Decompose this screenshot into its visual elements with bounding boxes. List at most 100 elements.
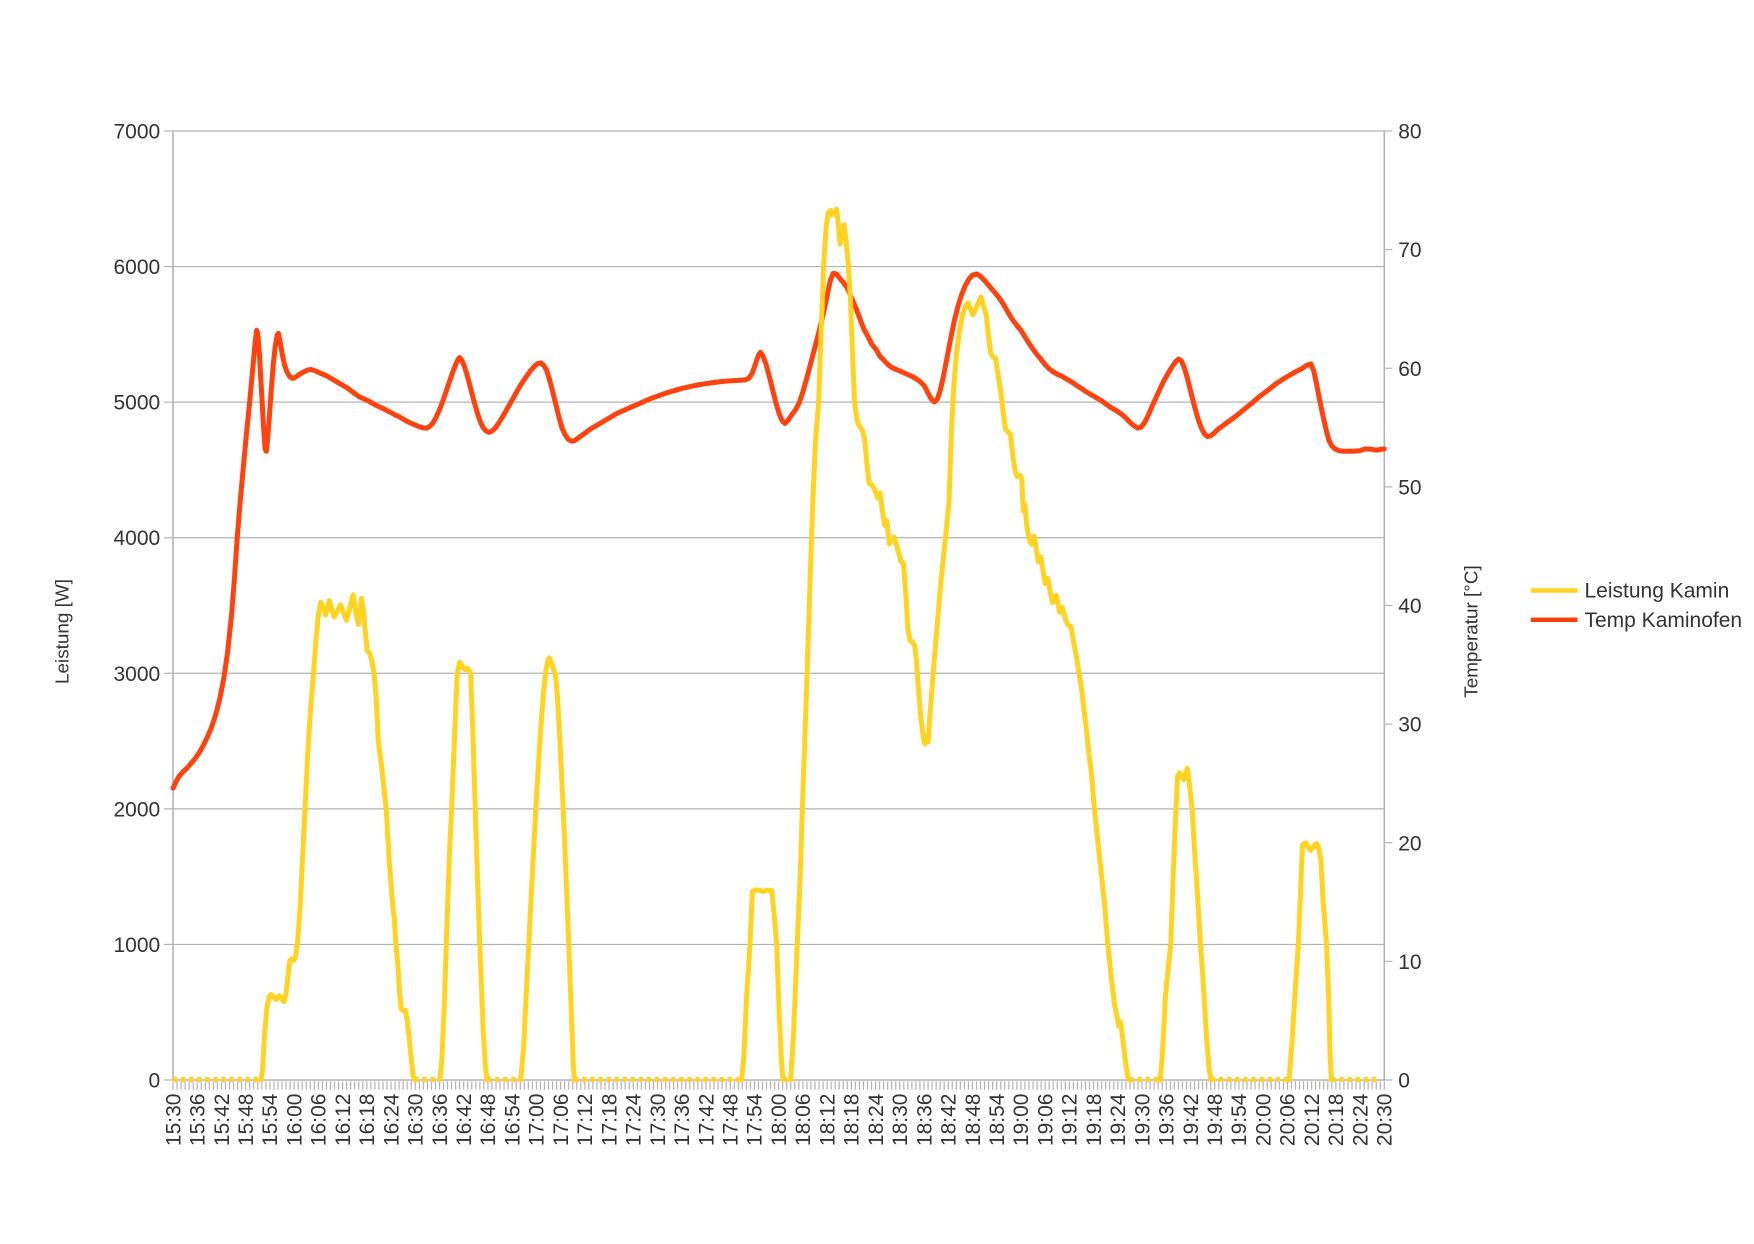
leistung-kamin-zero-marker [1267,1076,1272,1083]
x-tick-label: 20:30 [1374,1094,1397,1147]
x-tick-label: 18:06 [792,1094,815,1147]
x-tick-label: 15:36 [187,1094,210,1147]
x-tick-label: 18:24 [865,1093,888,1146]
x-tick-label: 19:24 [1107,1093,1130,1146]
x-tick-label: 16:06 [308,1094,331,1147]
leistung-kamin-zero-marker [1218,1076,1224,1083]
x-tick-label: 17:48 [719,1094,742,1147]
y-left-tick-label: 3000 [113,663,160,686]
x-tick-label: 16:24 [380,1093,403,1146]
leistung-kamin-zero-marker [1227,1076,1232,1083]
y-left-tick-label: 0 [149,1070,161,1093]
leistung-kamin-zero-marker [1355,1076,1360,1083]
x-tick-label: 16:54 [501,1093,524,1146]
x-tick-label: 16:00 [283,1094,306,1147]
leistung-kamin-zero-marker [606,1076,611,1083]
leistung-kamin-zero-marker [1129,1076,1134,1083]
x-tick-label: 20:18 [1325,1094,1348,1147]
x-tick-label: 17:36 [671,1094,694,1147]
x-tick-label: 20:00 [1252,1094,1275,1147]
x-tick-label: 19:54 [1228,1093,1251,1146]
x-tick-label: 18:12 [816,1094,839,1147]
x-tick-label: 17:54 [744,1093,767,1146]
x-tick-label: 18:48 [962,1094,985,1147]
x-tick-label: 17:30 [647,1094,670,1147]
legend-label-temp-kaminofen: Temp Kaminofen [1585,609,1743,632]
leistung-kamin-zero-marker [1259,1076,1264,1083]
x-tick-label: 18:18 [841,1094,864,1147]
leistung-kamin-zero-marker [630,1076,636,1083]
x-tick-label: 18:30 [889,1094,912,1147]
y-left-tick-label: 7000 [113,121,160,144]
leistung-kamin-zero-marker [590,1076,595,1083]
x-tick-label: 19:48 [1204,1094,1227,1147]
x-tick-label: 17:18 [598,1094,621,1147]
leistung-kamin-zero-marker [727,1076,732,1083]
y-left-tick-label: 1000 [113,934,160,957]
leistung-kamin-zero-marker [1347,1076,1352,1083]
x-tick-label: 18:54 [986,1093,1009,1146]
leistung-kamin-zero-marker [422,1076,427,1083]
y-axis-left-title: Leistung [W] [53,579,74,684]
leistung-kamin-zero-marker [1153,1076,1158,1083]
leistung-kamin-zero-marker [503,1076,508,1083]
leistung-kamin-zero-marker [1339,1076,1344,1083]
leistung-kamin-zero-marker [486,1076,492,1083]
leistung-kamin-zero-marker [1283,1076,1288,1083]
leistung-kamin-zero-marker [172,1076,178,1083]
y-right-tick-label: 30 [1398,714,1421,737]
y-right-tick-label: 40 [1398,595,1421,618]
leistung-kamin-zero-marker [622,1076,628,1083]
leistung-kamin-zero-marker [1251,1076,1256,1083]
leistung-kamin-zero-marker [188,1076,194,1083]
leistung-kamin-zero-marker [614,1076,619,1083]
leistung-kamin-zero-marker [511,1076,516,1083]
leistung-kamin-zero-marker [221,1076,226,1083]
legend-label-leistung-kamin: Leistung Kamin [1585,580,1730,603]
leistung-kamin-zero-marker [638,1076,644,1083]
x-tick-label: 15:30 [162,1094,185,1147]
leistung-kamin-zero-marker [1235,1076,1240,1083]
x-axis-labels: 15:30 15:36 15:42 15:48 15:54 16:00 16:06 16:12… [162,1093,1396,1146]
leistung-kamin-zero-marker [1331,1076,1336,1083]
series-temp-kaminofen-line [170,270,1387,791]
x-tick-label: 17:42 [695,1094,718,1147]
leistung-kamin-zero-marker [180,1076,186,1083]
y-left-tick-label: 5000 [113,392,160,415]
x-tick-label: 17:06 [550,1094,573,1147]
x-tick-label: 19:36 [1156,1094,1179,1147]
x-tick-label: 19:00 [1010,1094,1033,1147]
leistung-kamin-zero-marker [782,1076,788,1083]
leistung-kamin-curve-segment [739,887,786,1083]
leistung-kamin-zero-marker [1145,1076,1150,1083]
leistung-kamin-zero-marker [1275,1076,1280,1083]
temp-kaminofen-curve [170,270,1387,791]
y-right-tick-label: 60 [1398,358,1421,381]
leistung-kamin-zero-marker [735,1076,741,1083]
y-left-tick-label: 6000 [113,256,160,279]
x-tick-label: 19:30 [1131,1094,1154,1147]
x-tick-label: 17:12 [574,1094,597,1147]
axis-ticks [164,130,1393,1090]
leistung-kamin-zero-marker [574,1076,579,1083]
leistung-kamin-zero-marker [703,1076,708,1083]
leistung-kamin-zero-marker [237,1076,242,1083]
leistung-kamin-zero-marker [671,1076,676,1083]
leistung-kamin-curve-segment [258,592,417,1083]
leistung-kamin-zero-marker [711,1076,716,1083]
x-tick-label: 15:54 [259,1093,282,1146]
leistung-kamin-zero-marker [719,1076,724,1083]
leistung-kamin-zero-marker [430,1076,435,1083]
leistung-kamin-zero-marker [1363,1076,1368,1083]
y-right-tick-label: 80 [1398,121,1421,144]
x-tick-label: 19:12 [1059,1094,1082,1147]
leistung-kamin-zero-marker [695,1076,700,1083]
gridlines [173,130,1385,946]
x-tick-label: 20:06 [1277,1094,1300,1147]
x-tick-label: 18:42 [938,1094,961,1147]
y-right-tick-label: 50 [1398,476,1421,499]
x-tick-label: 16:42 [453,1094,476,1147]
leistung-kamin-zero-marker [662,1076,668,1083]
leistung-kamin-zero-marker [229,1076,234,1083]
